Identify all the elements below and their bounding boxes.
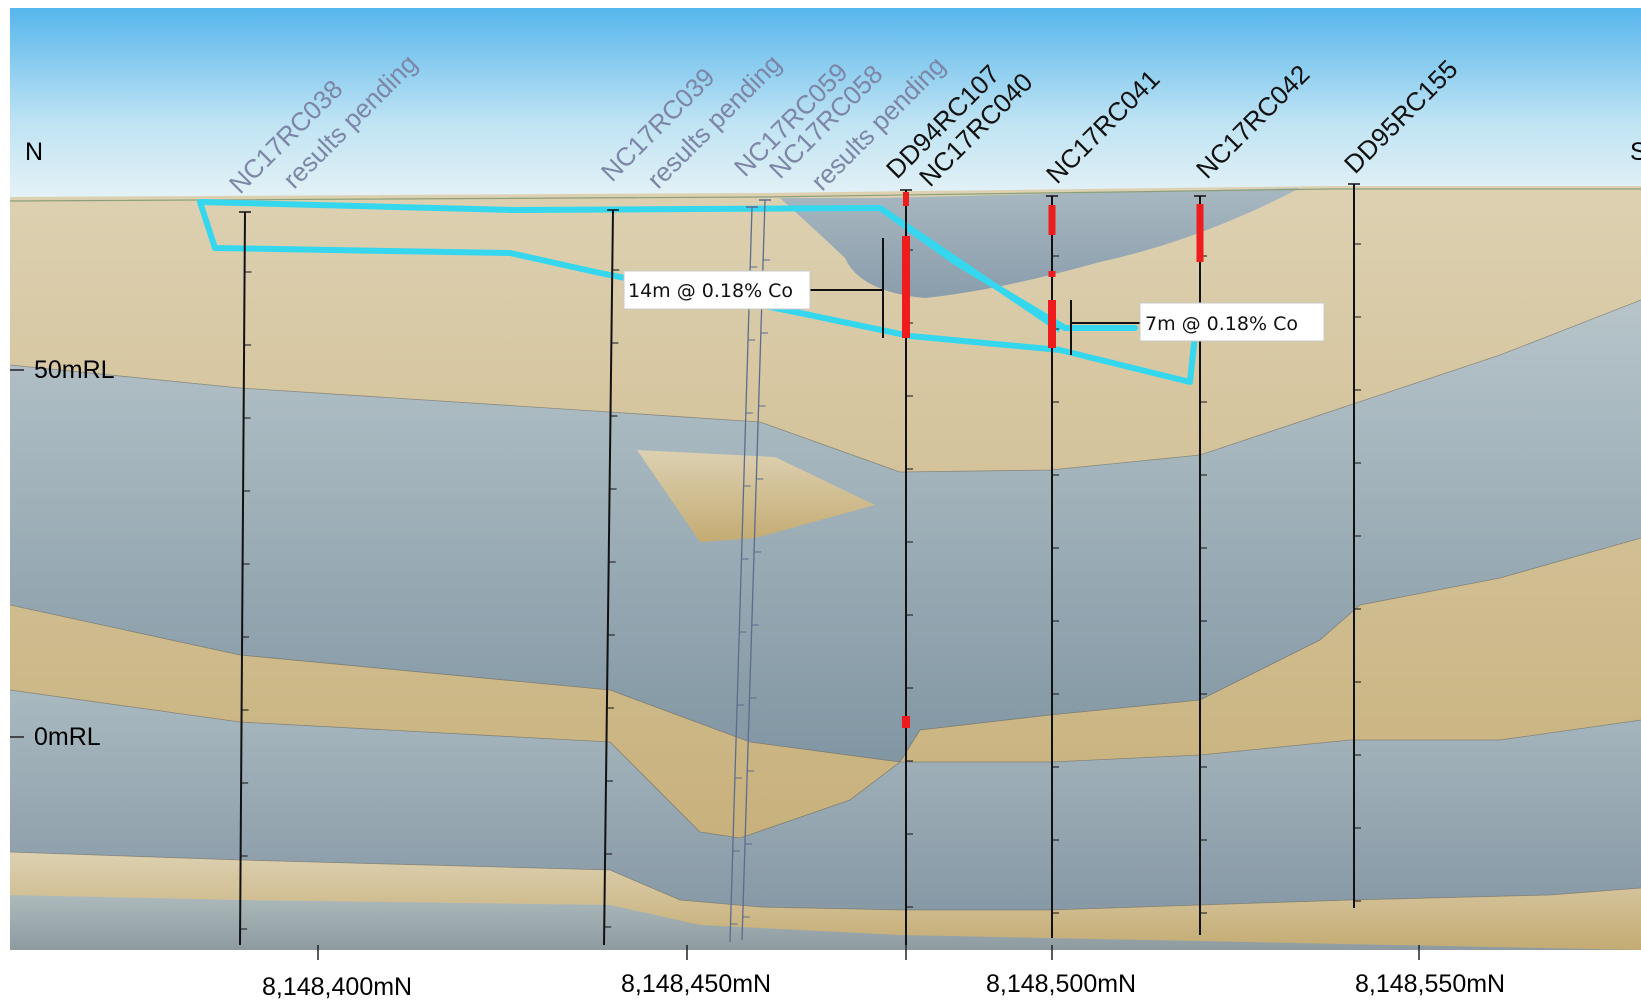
assay-hit-2: [902, 716, 910, 728]
mineralised-envelope-east-edge: [878, 205, 1062, 333]
slate-unit-lower: [10, 690, 1641, 910]
northing-label-550: 8,148,550mN: [1355, 970, 1505, 998]
trace-nc17rc058: [741, 199, 766, 941]
assay-hit-4: [1048, 271, 1056, 277]
drillhole-traces: [239, 183, 1361, 946]
slate-unit-upper: [10, 300, 1641, 762]
rl-label-0: 0mRL: [34, 723, 101, 751]
intercept-label-2: 7m @ 0.18% Co: [1145, 313, 1298, 335]
trace-nc17rc038: [239, 211, 246, 946]
assay-hit-0: [903, 192, 909, 206]
assay-hit-5: [1048, 300, 1056, 348]
intercept-callout-2: 7m @ 0.18% Co: [1070, 300, 1325, 355]
south-label: S: [1630, 138, 1641, 166]
slate-unit-bottom: [10, 895, 1641, 950]
rl-label-50: 50mRL: [34, 356, 115, 384]
assay-hits: [902, 192, 1204, 728]
intercept-callout-1: 14m @ 0.18% Co: [623, 238, 884, 338]
northing-label-400: 8,148,400mN: [262, 973, 412, 1001]
northing-label-500: 8,148,500mN: [986, 970, 1136, 998]
assay-hit-1: [902, 236, 910, 338]
northing-label-450: 8,148,450mN: [621, 970, 771, 998]
trace-nc17rc039: [603, 209, 614, 946]
assay-hit-3: [1048, 205, 1056, 235]
rl-axis: 50mRL 0mRL: [10, 356, 115, 751]
sky-background: [10, 8, 1641, 198]
assay-hit-6: [1196, 204, 1204, 262]
northing-axis: 8,148,400mN 8,148,450mN 8,148,500mN 8,14…: [262, 945, 1505, 1001]
ground-surface: [9, 188, 1641, 202]
trace-nc17rc059: [729, 206, 753, 943]
formation-boundaries: [9, 299, 1641, 911]
intercept-label-1: 14m @ 0.18% Co: [628, 280, 793, 302]
north-label: N: [25, 138, 43, 166]
